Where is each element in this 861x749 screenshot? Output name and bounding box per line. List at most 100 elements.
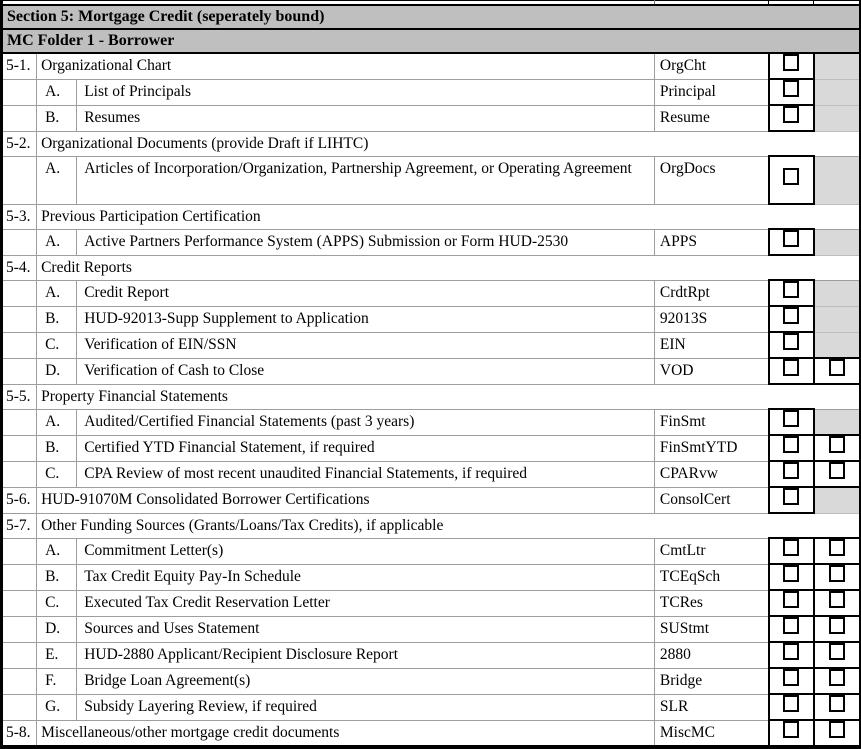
checkbox[interactable] [783,360,800,376]
item-number: 5-2. [0,130,38,157]
table-row: F. Bridge Loan Agreement(s) Bridge [0,667,861,695]
table-row: 5-6. HUD-91070M Consolidated Borrower Cer… [0,486,860,514]
item-code: VOD [653,357,770,385]
item-description: HUD-91070M Consolidated Borrower Certifi… [36,486,655,514]
checkbox[interactable] [828,437,845,453]
item-number [0,589,38,617]
table-row: 5-2. Organizational Documents (provide Dr… [0,130,861,157]
checkbox-cell-primary [767,486,815,514]
checkbox-cell-primary [767,615,815,643]
checkbox[interactable] [783,282,800,298]
item-letter: B. [36,563,78,591]
item-code: CmtLtr [653,537,770,565]
shaded-cell [812,52,860,80]
checkbox[interactable] [783,463,800,479]
checkbox[interactable] [783,489,800,505]
item-code: 2880 [653,641,770,669]
item-description: Verification of Cash to Close [76,357,655,385]
checkbox[interactable] [783,437,800,453]
checkbox[interactable] [783,411,800,427]
table-row: 5-5. Property Financial Statements [0,383,861,410]
item-code: Principal [653,78,770,106]
checkbox[interactable] [783,670,800,686]
table-row: B. Tax Credit Equity Pay-In Schedule TCEqS… [0,563,861,591]
item-number [0,615,38,643]
checkbox[interactable] [783,696,800,712]
table-row: A. List of Principals Principal [0,78,860,106]
item-number [0,667,38,695]
item-letter: B. [36,305,78,333]
checkbox[interactable] [828,644,845,660]
section-header-row: Section 5: Mortgage Credit (seperately b… [1,4,860,30]
item-code: OrgDocs [653,155,770,205]
checkbox[interactable] [828,722,845,738]
checkbox[interactable] [783,308,800,324]
partial-cell [653,0,769,5]
checkbox[interactable] [783,231,800,247]
checkbox-cell-primary [767,434,815,462]
checkbox[interactable] [783,540,800,556]
checkbox-cell-primary [767,589,815,617]
item-description: HUD-92013-Supp Supplement to Application [76,305,655,333]
table-row: G. Subsidy Layering Review, if required SL… [0,693,861,721]
checkbox[interactable] [783,592,800,608]
checkbox[interactable] [783,168,800,185]
checkbox[interactable] [783,107,800,123]
item-letter: A. [36,78,78,106]
item-letter: C. [36,460,78,488]
table-row: A. Articles of Incorporation/Organization… [0,155,860,205]
checkbox-cell-secondary [812,641,861,669]
item-description: Active Partners Performance System (APPS… [76,228,655,256]
item-code: Bridge [653,667,770,695]
table-row: D. Sources and Uses Statement SUStmt [0,615,861,643]
table-row: 5-7. Other Funding Sources (Grants/Loans/… [0,512,861,539]
item-code: EIN [653,331,770,359]
table-row: 5-1. Organizational Chart OrgCht [0,52,860,80]
table-row: 5-3. Previous Participation Certification [0,203,861,230]
item-letter: A. [36,408,78,436]
item-description: List of Principals [76,78,655,106]
checkbox[interactable] [783,644,800,660]
item-number [0,78,38,106]
checkbox[interactable] [828,566,845,582]
item-code: TCRes [653,589,770,617]
item-letter: A. [36,155,78,205]
partial-cell [813,0,860,5]
item-number [0,104,38,132]
checkbox-cell-primary [767,408,815,436]
item-code: SLR [653,693,770,721]
checkbox[interactable] [783,618,800,634]
item-number [0,279,38,307]
checkbox[interactable] [828,540,845,556]
checkbox[interactable] [783,722,800,738]
item-number: 5-8. [0,719,38,748]
checkbox-cell-primary [767,228,815,256]
checkbox[interactable] [828,463,845,479]
item-letter: B. [36,434,78,462]
checkbox[interactable] [828,592,845,608]
shaded-cell [812,104,860,132]
checkbox[interactable] [783,334,800,350]
table-row: 5-8. Miscellaneous/other mortgage credit … [0,719,861,748]
item-code: CrdtRpt [653,279,770,307]
checkbox-cell-primary [767,104,815,132]
item-letter: C. [36,331,78,359]
item-number: 5-7. [0,512,38,539]
item-number: 5-3. [0,203,38,230]
checkbox[interactable] [828,696,845,712]
checkbox[interactable] [783,81,800,97]
item-letter: C. [36,589,78,617]
checkbox-cell-secondary [812,537,861,565]
checkbox-cell-primary [767,719,815,748]
checkbox[interactable] [783,55,800,71]
checkbox-cell-primary [767,331,815,359]
folder-header-row: MC Folder 1 - Borrower [1,28,860,54]
checkbox-cell-primary [767,460,815,488]
item-letter: F. [36,667,78,695]
table-row: D. Verification of Cash to Close VOD [0,357,861,385]
checkbox[interactable] [828,670,845,686]
checkbox[interactable] [828,618,845,634]
checkbox[interactable] [783,566,800,582]
checkbox[interactable] [828,360,845,376]
